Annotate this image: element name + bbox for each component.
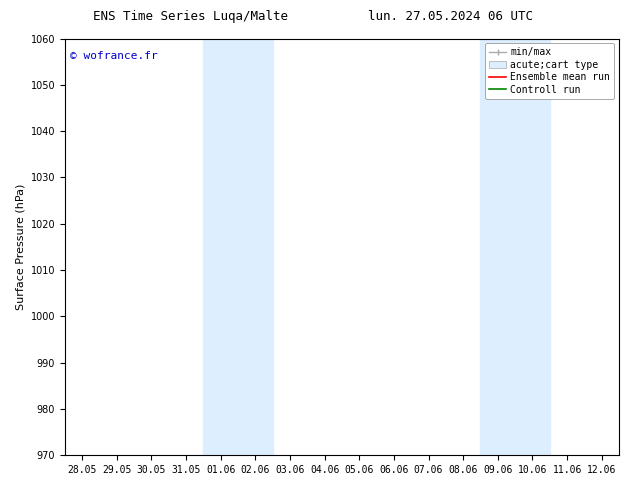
Legend: min/max, acute;cart type, Ensemble mean run, Controll run: min/max, acute;cart type, Ensemble mean …: [485, 44, 614, 98]
Text: lun. 27.05.2024 06 UTC: lun. 27.05.2024 06 UTC: [368, 10, 533, 23]
Text: ENS Time Series Luqa/Malte: ENS Time Series Luqa/Malte: [93, 10, 288, 23]
Text: © wofrance.fr: © wofrance.fr: [70, 51, 158, 61]
Bar: [204, 39, 273, 455]
Y-axis label: Surface Pressure (hPa): Surface Pressure (hPa): [15, 184, 25, 310]
Bar: [481, 39, 550, 455]
